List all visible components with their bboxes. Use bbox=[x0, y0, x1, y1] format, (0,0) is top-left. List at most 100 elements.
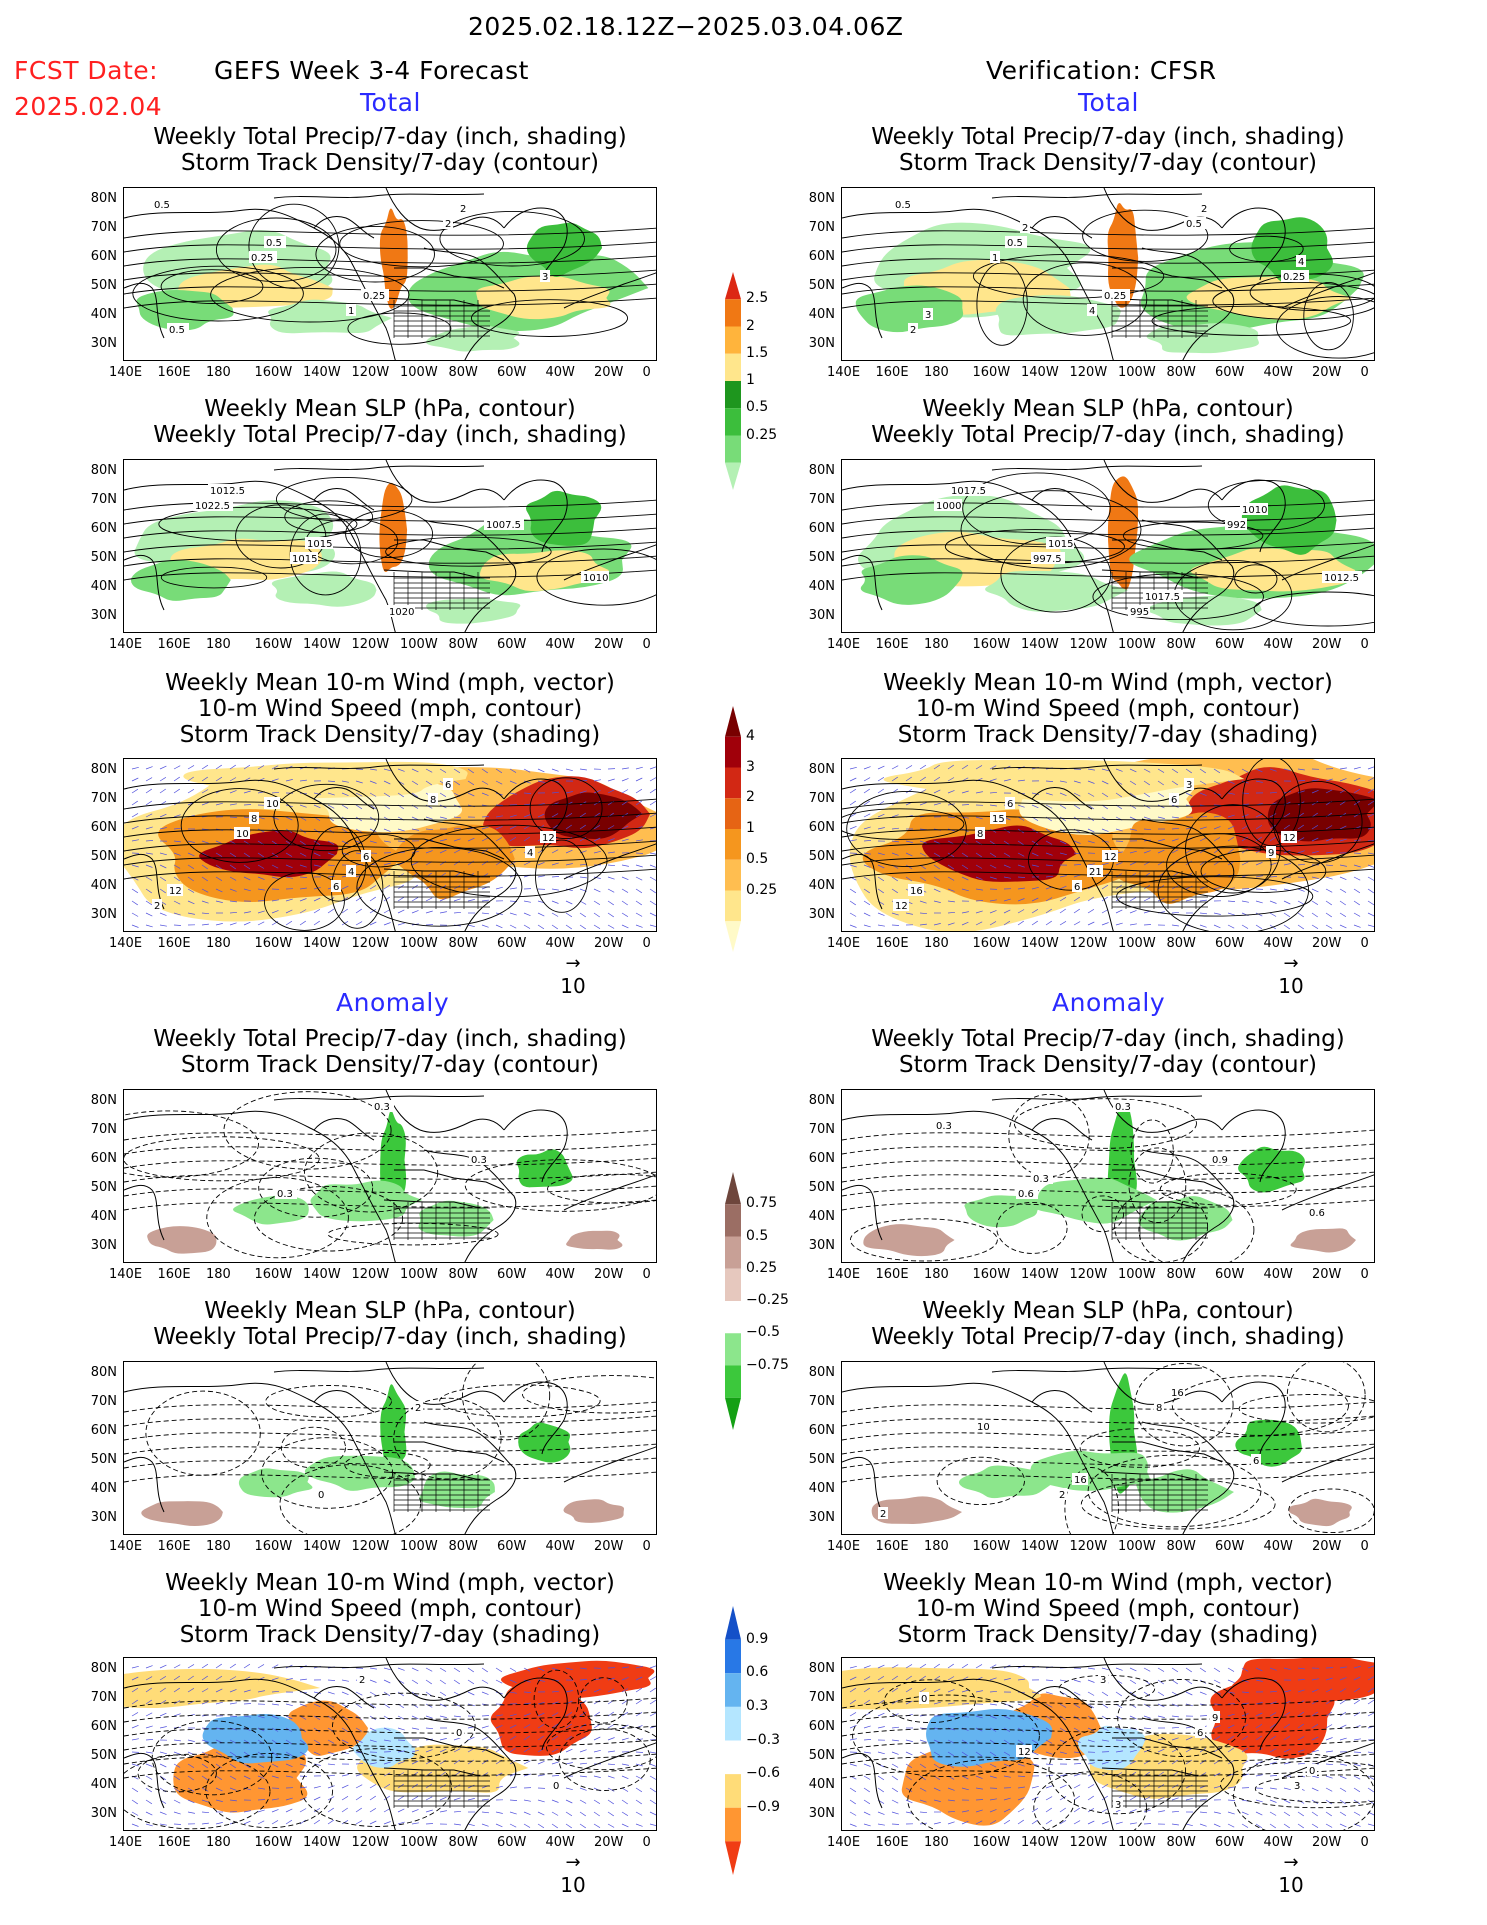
latitude-tick-label: 70N bbox=[808, 1690, 835, 1705]
longitude-tick-label: 0 bbox=[642, 365, 651, 380]
contour-layer bbox=[842, 1362, 1374, 1534]
longitude-tick-label: 140E bbox=[827, 1835, 861, 1850]
shading-region bbox=[922, 825, 1077, 882]
latitude-tick-label: 80N bbox=[808, 1661, 835, 1676]
contour-label-bg bbox=[990, 251, 1000, 263]
contour-label: 3 bbox=[925, 310, 931, 321]
colorbar-swatch bbox=[725, 1365, 741, 1398]
contour-label-bg bbox=[1210, 1711, 1220, 1723]
anomaly-label-left: Anomaly bbox=[336, 988, 450, 1017]
colorbar-swatch bbox=[725, 435, 741, 463]
contour-label: 12 bbox=[1283, 833, 1296, 844]
contour-label: 0.5 bbox=[266, 238, 282, 249]
longitude-tick-label: 140E bbox=[827, 1267, 861, 1282]
contour-label-bg bbox=[152, 899, 162, 911]
colorbar-level-label: 2 bbox=[746, 789, 755, 806]
panel-title-line: Weekly Total Precip/7-day (inch, shading… bbox=[153, 1026, 627, 1052]
contour-label: 0.6 bbox=[1309, 1208, 1325, 1219]
contour-label-bg bbox=[1169, 1386, 1185, 1398]
panel-title-line: Weekly Mean SLP (hPa, contour) bbox=[204, 396, 576, 422]
contour-label-bg bbox=[1072, 1473, 1088, 1485]
longitude-tick-label: 160E bbox=[157, 1835, 191, 1850]
wind-vector-layer bbox=[849, 1663, 1374, 1829]
contour-label-bg bbox=[1016, 1745, 1032, 1757]
colorbar-swatch bbox=[725, 1841, 741, 1875]
total-label-left: Total bbox=[360, 88, 421, 117]
coastline-layer bbox=[124, 1090, 656, 1262]
colorbar-swatch bbox=[725, 1204, 741, 1237]
contour-label-bg bbox=[934, 1119, 956, 1131]
longitude-tick-label: 20W bbox=[1312, 637, 1342, 652]
longitude-tick-label: 60W bbox=[1215, 637, 1245, 652]
longitude-tick-label: 100W bbox=[1118, 637, 1156, 652]
shading-region bbox=[958, 1465, 1055, 1499]
shading-region bbox=[379, 482, 408, 573]
longitude-tick-label: 180 bbox=[206, 365, 231, 380]
panel-title-line: Storm Track Density/7-day (shading) bbox=[179, 1622, 601, 1648]
coastline-layer bbox=[124, 1658, 656, 1830]
longitude-tick-label: 40W bbox=[1263, 1835, 1293, 1850]
map-canvas: 2 8 6 2 10 16 16 bbox=[842, 1362, 1374, 1534]
fcst-date-label: FCST Date: bbox=[14, 56, 159, 85]
contour-label: 0.25 bbox=[1104, 291, 1126, 302]
colorbar-level-label: 1 bbox=[746, 372, 755, 388]
contour-label: 0.25 bbox=[1283, 272, 1305, 283]
contour-label-bg bbox=[893, 198, 915, 210]
contour-label-bg bbox=[1113, 1798, 1123, 1810]
contour-label-bg bbox=[551, 1779, 561, 1791]
contour-label: 1 bbox=[348, 306, 354, 317]
anomaly-label-right: Anomaly bbox=[1052, 988, 1166, 1017]
latitude-tick-label: 30N bbox=[90, 336, 117, 351]
shading-region bbox=[202, 1714, 309, 1764]
contour-label: 1000 bbox=[936, 501, 961, 512]
colorbar-swatch bbox=[725, 798, 741, 829]
longitude-tick-label: 160E bbox=[157, 1539, 191, 1554]
contour-label: 6 bbox=[1074, 882, 1080, 893]
longitude-tick-label: 0 bbox=[1360, 637, 1369, 652]
map-panel: 8 6 6 9 12 15 21 3 12 16 6 12 bbox=[841, 758, 1375, 932]
contour-label: 2 bbox=[1022, 223, 1028, 234]
longitude-tick-label: 140W bbox=[1021, 365, 1059, 380]
contour-label-bg bbox=[1184, 217, 1206, 229]
longitude-tick-label: 40W bbox=[1263, 365, 1293, 380]
contour-label-bg bbox=[167, 884, 183, 896]
colorbar-swatch bbox=[725, 706, 741, 737]
longitude-tick-label: 40W bbox=[545, 936, 575, 951]
contour-label-bg bbox=[1307, 1764, 1317, 1776]
map-canvas: 0.5 0.25 1 2 3 0.5 0.5 0.25 2 bbox=[124, 188, 656, 360]
longitude-tick-label: 0 bbox=[1360, 365, 1369, 380]
contour-layer bbox=[842, 759, 1374, 931]
longitude-tick-label: 40W bbox=[545, 365, 575, 380]
panel-title-line: 10-m Wind Speed (mph, contour) bbox=[197, 696, 583, 722]
contour-label: 10 bbox=[266, 799, 279, 810]
latitude-tick-label: 50N bbox=[808, 550, 835, 565]
state-borders bbox=[393, 572, 490, 610]
contour-label: 1015 bbox=[307, 539, 332, 550]
contour-label: 2 bbox=[154, 901, 160, 912]
latitude-tick-label: 60N bbox=[808, 1151, 835, 1166]
contour-label-bg bbox=[1143, 590, 1183, 602]
shading-region bbox=[136, 289, 234, 331]
latitude-tick-label: 30N bbox=[808, 336, 835, 351]
latitude-tick-label: 80N bbox=[90, 463, 117, 478]
longitude-tick-label: 140W bbox=[1021, 1539, 1059, 1554]
map-panel: 0.5 0.25 1 2 3 0.5 0.5 0.25 2 bbox=[123, 187, 657, 361]
longitude-tick-label: 160E bbox=[875, 1835, 909, 1850]
longitude-tick-label: 100W bbox=[400, 365, 438, 380]
colorbar-level-label: 0.9 bbox=[746, 1630, 769, 1647]
date-range-title: 2025.02.18.12Z−2025.03.04.06Z bbox=[468, 12, 904, 41]
longitude-tick-label: 160E bbox=[875, 637, 909, 652]
longitude-tick-label: 160W bbox=[254, 637, 293, 652]
latitude-tick-label: 40N bbox=[808, 1481, 835, 1496]
contour-label-bg bbox=[908, 884, 924, 896]
colorbar-swatch bbox=[725, 1706, 741, 1741]
contour-label-bg bbox=[387, 605, 415, 617]
shading-region bbox=[238, 1468, 313, 1498]
fcst-date-value: 2025.02.04 bbox=[14, 92, 163, 121]
colorbar-swatch bbox=[725, 353, 741, 381]
colorbar-swatch bbox=[725, 1740, 741, 1775]
longitude-tick-label: 80W bbox=[1166, 1267, 1196, 1282]
latitude-tick-label: 70N bbox=[90, 1690, 117, 1705]
